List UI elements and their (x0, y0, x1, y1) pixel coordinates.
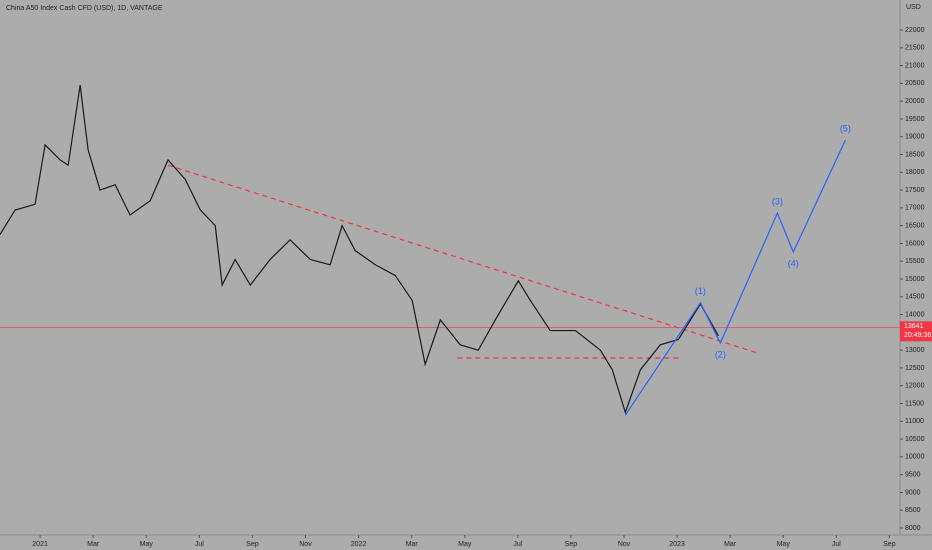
y-tick-label: 16000 (905, 240, 925, 247)
trend-line (167, 164, 758, 354)
wave-label: (5) (840, 124, 851, 134)
price-line (0, 85, 719, 415)
y-tick-label: 15000 (905, 276, 925, 283)
y-tick-label: 16500 (905, 222, 925, 229)
wave-label: (1) (695, 286, 706, 296)
wave-label: (4) (788, 258, 799, 268)
y-tick-label: 20000 (905, 98, 925, 105)
x-tick-label: 2021 (32, 541, 48, 548)
x-tick-label: Mar (406, 541, 419, 548)
x-tick-label: 2022 (351, 541, 367, 548)
price-line (624, 140, 846, 416)
y-tick-label: 19500 (905, 116, 925, 123)
y-tick-label: 17000 (905, 205, 925, 212)
x-tick-label: Sep (246, 541, 259, 548)
x-tick-label: Mar (724, 541, 737, 548)
y-tick-label: 15500 (905, 258, 925, 265)
y-tick-label: 13000 (905, 347, 925, 354)
y-tick-label: 10000 (905, 454, 925, 461)
x-tick-label: Nov (618, 541, 631, 548)
y-tick-label: 14500 (905, 294, 925, 301)
y-tick-label: 8500 (905, 507, 921, 514)
wave-label: (3) (772, 197, 783, 207)
countdown-label: 20:49:36 (904, 332, 931, 339)
x-tick-label: Jul (832, 541, 841, 548)
y-tick-label: 21500 (905, 45, 925, 52)
y-tick-label: 9000 (905, 489, 921, 496)
x-tick-label: 2023 (669, 541, 685, 548)
x-tick-label: Mar (87, 541, 100, 548)
y-tick-label: 14000 (905, 311, 925, 318)
last-price-box (900, 321, 932, 342)
y-tick-label: 9500 (905, 471, 921, 478)
wave-label: (2) (715, 349, 726, 359)
y-tick-label: 12500 (905, 365, 925, 372)
y-tick-label: 12000 (905, 383, 925, 390)
y-tick-label: 22000 (905, 27, 925, 34)
x-tick-label: Sep (883, 541, 896, 548)
y-tick-label: 21000 (905, 62, 925, 69)
chart-title: China A50 Index Cash CFD (USD), 1D, VANT… (6, 5, 163, 12)
y-tick-label: 20500 (905, 80, 925, 87)
last-price-label: 13641 (904, 323, 924, 330)
y-tick-label: 18000 (905, 169, 925, 176)
x-tick-label: Sep (565, 541, 578, 548)
y-tick-label: 18500 (905, 151, 925, 158)
x-tick-label: Jul (195, 541, 204, 548)
y-tick-label: 17500 (905, 187, 925, 194)
x-tick-label: Jul (513, 541, 522, 548)
y-tick-label: 11500 (905, 400, 924, 407)
x-tick-label: May (140, 541, 154, 548)
x-tick-label: May (458, 541, 472, 548)
y-unit: USD (906, 4, 921, 11)
y-tick-label: 19000 (905, 134, 925, 141)
y-tick-label: 8000 (905, 525, 921, 532)
x-tick-label: Nov (299, 541, 312, 548)
y-tick-label: 10500 (905, 436, 925, 443)
y-tick-label: 11000 (905, 418, 924, 425)
x-tick-label: May (777, 541, 791, 548)
